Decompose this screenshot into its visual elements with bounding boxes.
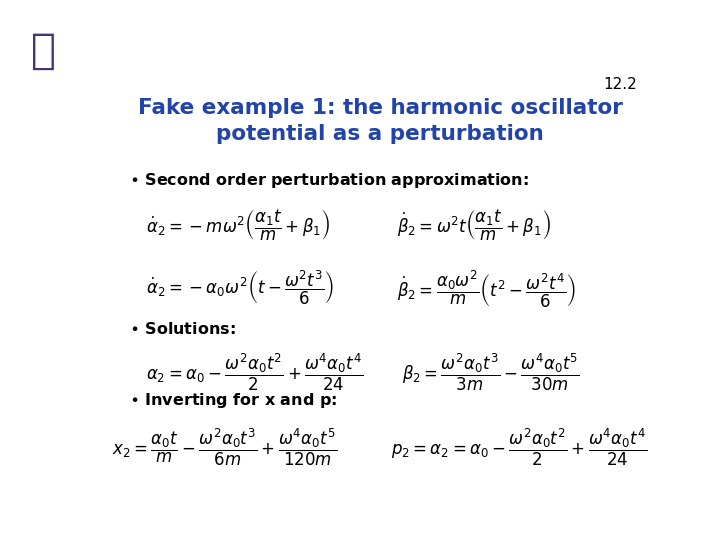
Text: $\dot{\beta}_2 = \dfrac{\alpha_0\omega^2}{m}\left(t^2 - \dfrac{\omega^2 t^4}{6}\: $\dot{\beta}_2 = \dfrac{\alpha_0\omega^2… [397, 268, 575, 310]
Text: $\dot{\beta}_2 = \omega^2 t\left(\dfrac{\alpha_1 t}{m} + \beta_1\right)$: $\dot{\beta}_2 = \omega^2 t\left(\dfrac{… [397, 208, 551, 244]
Text: $\beta_2 = \dfrac{\omega^2\alpha_0 t^3}{3m} - \dfrac{\omega^4\alpha_0 t^5}{30m}$: $\beta_2 = \dfrac{\omega^2\alpha_0 t^3}{… [402, 352, 580, 393]
Text: 12.2: 12.2 [603, 77, 637, 92]
Text: $\dot{\alpha}_2 = -m\omega^2\left(\dfrac{\alpha_1 t}{m} + \beta_1\right)$: $\dot{\alpha}_2 = -m\omega^2\left(\dfrac… [145, 208, 330, 244]
Text: $\bullet$ Second order perturbation approximation:: $\bullet$ Second order perturbation appr… [129, 171, 529, 190]
Text: 🦎: 🦎 [31, 30, 55, 72]
Text: $\alpha_2 = \alpha_0 - \dfrac{\omega^2\alpha_0 t^2}{2} + \dfrac{\omega^4\alpha_0: $\alpha_2 = \alpha_0 - \dfrac{\omega^2\a… [145, 352, 363, 393]
Text: Fake example 1: the harmonic oscillator
potential as a perturbation: Fake example 1: the harmonic oscillator … [138, 98, 623, 145]
Text: $x_2 = \dfrac{\alpha_0 t}{m} - \dfrac{\omega^2\alpha_0 t^3}{6m} + \dfrac{\omega^: $x_2 = \dfrac{\alpha_0 t}{m} - \dfrac{\o… [112, 427, 338, 468]
Text: $\bullet$ Solutions:: $\bullet$ Solutions: [129, 321, 235, 336]
Text: $\dot{\alpha}_2 = -\alpha_0\omega^2\left(t - \dfrac{\omega^2 t^3}{6}\right)$: $\dot{\alpha}_2 = -\alpha_0\omega^2\left… [145, 268, 334, 307]
Text: $p_2 = \alpha_2 = \alpha_0 - \dfrac{\omega^2\alpha_0 t^2}{2} + \dfrac{\omega^4\a: $p_2 = \alpha_2 = \alpha_0 - \dfrac{\ome… [392, 427, 647, 468]
Text: $\bullet$ Inverting for x and p:: $\bullet$ Inverting for x and p: [129, 391, 337, 410]
